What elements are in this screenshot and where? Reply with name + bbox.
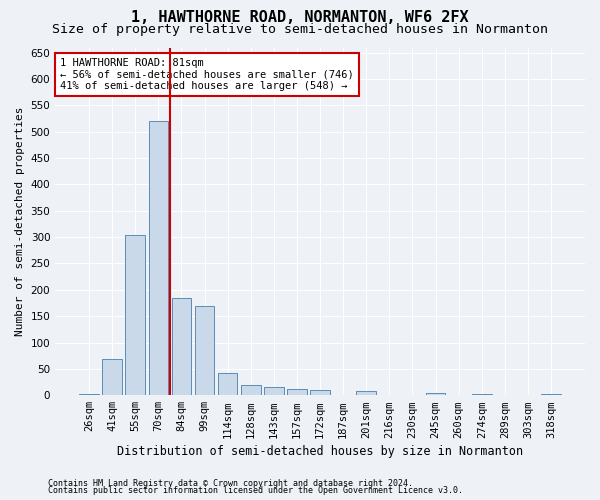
Text: 1, HAWTHORNE ROAD, NORMANTON, WF6 2FX: 1, HAWTHORNE ROAD, NORMANTON, WF6 2FX [131, 10, 469, 25]
Bar [426, 392, 445, 395]
Bar [310, 390, 330, 395]
X-axis label: Distribution of semi-detached houses by size in Normanton: Distribution of semi-detached houses by … [117, 444, 523, 458]
Bar [472, 394, 491, 395]
Bar [287, 389, 307, 395]
Bar [103, 360, 122, 395]
Bar [218, 373, 238, 395]
Text: Contains public sector information licensed under the Open Government Licence v3: Contains public sector information licen… [48, 486, 463, 495]
Bar [172, 298, 191, 395]
Bar [356, 391, 376, 395]
Text: 1 HAWTHORNE ROAD: 81sqm
← 56% of semi-detached houses are smaller (746)
41% of s: 1 HAWTHORNE ROAD: 81sqm ← 56% of semi-de… [61, 58, 354, 91]
Bar [195, 306, 214, 395]
Text: Contains HM Land Registry data © Crown copyright and database right 2024.: Contains HM Land Registry data © Crown c… [48, 478, 413, 488]
Bar [264, 388, 284, 395]
Bar [125, 234, 145, 395]
Text: Size of property relative to semi-detached houses in Normanton: Size of property relative to semi-detach… [52, 22, 548, 36]
Bar [241, 384, 260, 395]
Y-axis label: Number of semi-detached properties: Number of semi-detached properties [15, 106, 25, 336]
Bar [541, 394, 561, 395]
Bar [149, 122, 168, 395]
Bar [79, 394, 99, 395]
